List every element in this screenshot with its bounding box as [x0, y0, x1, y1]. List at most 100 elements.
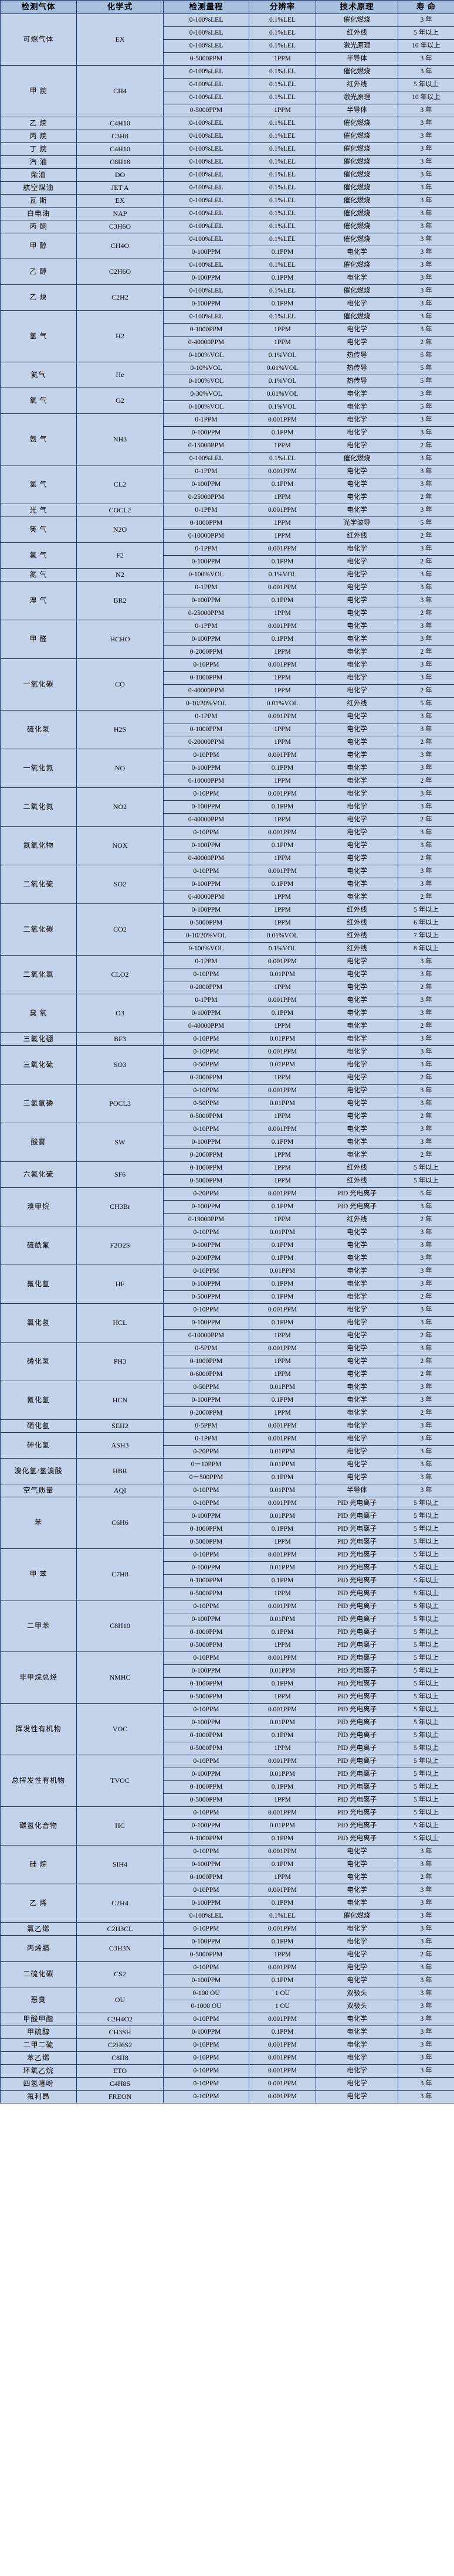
cell-chemical-formula: DO	[76, 168, 164, 182]
cell-chemical-formula: O2	[76, 388, 164, 414]
cell-chemical-formula: CH3SH	[76, 2026, 164, 2039]
cell-range: 0-10PPM	[163, 1084, 249, 1097]
cell-resolution: 0.1PPM	[249, 297, 316, 311]
cell-resolution: 0.1PPM	[249, 426, 316, 440]
cell-range: 0-1000PPM	[163, 1626, 249, 1639]
cell-range: 0-100%LEL	[163, 39, 249, 53]
table-row: 0-100PPM 0.1PPM 电化学 3 年	[1, 594, 454, 607]
cell-chemical-formula: C4H8S	[76, 2077, 164, 2091]
cell-resolution: 0.001PPM	[249, 1884, 316, 1897]
cell-resolution: 1PPM	[249, 1406, 316, 1420]
table-row: 硅 烷 SIH4 0-10PPM 0.001PPM 电化学 3 年	[0, 1845, 454, 1884]
cell-lifetime: 2 年	[398, 336, 454, 349]
cell-resolution: 0.1PPM	[249, 633, 316, 646]
table-row: 恶臭 OU 0-100 OU 1 OU 双极头 3 年	[0, 1987, 454, 2013]
cell-chemical-formula: TVOC	[76, 1755, 164, 1807]
cell-range: 0-100PPM	[163, 1664, 249, 1678]
cell-principle: 电化学	[316, 1226, 398, 1239]
cell-range: 0-1PPM	[163, 1432, 249, 1446]
cell-principle: 电化学	[316, 2090, 398, 2103]
cell-principle: 电化学	[316, 594, 398, 607]
cell-resolution: 0.001PPM	[249, 1084, 316, 1097]
cell-lifetime: 3 年	[398, 194, 454, 208]
cell-range: 0-20PPM	[163, 1187, 249, 1201]
cell-range: 0-100%LEL	[163, 130, 249, 143]
cell-principle: 电化学	[316, 865, 398, 878]
cell-resolution: 0.1%LEL	[249, 26, 316, 40]
table-row: 0-1000PPM 0.1PPM PID 光电离子 5 年以上	[1, 1729, 454, 1742]
cell-range: 0-10PPM	[163, 658, 249, 672]
cell-principle: 红外线	[316, 26, 398, 40]
cell-lifetime: 3 年	[398, 426, 454, 440]
cell-principle: PID 光电离子	[316, 1690, 398, 1704]
cell-gas-name: 丙烯腈	[0, 1935, 77, 1962]
cell-resolution: 0.1PPM	[249, 1200, 316, 1214]
cell-range: 0-2000PPM	[163, 1148, 249, 1162]
cell-principle: 电化学	[316, 400, 398, 414]
cell-resolution: 0.1PPM	[249, 839, 316, 852]
cell-lifetime: 3 年	[398, 1239, 454, 1252]
cell-principle: 催化燃烧	[316, 13, 398, 27]
cell-resolution: 0.1%LEL	[249, 39, 316, 53]
cell-resolution: 0.001PPM	[249, 1845, 316, 1858]
cell-resolution: 0.001PPM	[249, 994, 316, 1007]
cell-gas-name: 砷化氢	[0, 1432, 77, 1459]
cell-lifetime: 3 年	[398, 478, 454, 491]
cell-range: 0-100PPM	[163, 800, 249, 814]
cell-resolution: 1PPM	[249, 1148, 316, 1162]
cell-lifetime: 3 年	[398, 1974, 454, 1987]
cell-lifetime: 3 年	[398, 465, 454, 478]
table-row: 0-1000PPM 0.1PPM PID 光电离子 5 年以上	[1, 1626, 454, 1639]
cell-lifetime: 3 年	[398, 1961, 454, 1975]
cell-principle: 电化学	[316, 1355, 398, 1368]
cell-range: 0-10PPM	[163, 1961, 249, 1975]
cell-lifetime: 2 年	[398, 1406, 454, 1420]
cell-chemical-formula: SF6	[76, 1161, 164, 1188]
cell-range: 0-10000PPM	[163, 529, 249, 543]
cell-principle: 电化学	[316, 1935, 398, 1949]
cell-lifetime: 3 年	[398, 2000, 454, 2013]
cell-lifetime: 3 年	[398, 994, 454, 1007]
cell-resolution: 1PPM	[249, 1587, 316, 1600]
cell-resolution: 0.1PPM	[249, 1574, 316, 1588]
cell-gas-name: 环氧乙烷	[0, 2064, 77, 2078]
cell-resolution: 0.001PPM	[249, 620, 316, 633]
cell-gas-name: 六氟化硫	[0, 1161, 77, 1188]
cell-principle: 电化学	[316, 2077, 398, 2091]
table-row: 甲 烷 CH4 0-100%LEL 0.1%LEL 催化燃烧 3 年	[0, 65, 454, 117]
table-row: 0-1000PPM 0.1PPM PID 光电离子 5 年以上	[1, 1832, 454, 1846]
cell-lifetime: 3 年	[398, 271, 454, 285]
cell-resolution: 1PPM	[249, 104, 316, 117]
cell-range: 0-5000PPM	[163, 1174, 249, 1188]
cell-lifetime: 5 年以上	[398, 1677, 454, 1691]
cell-range: 0-100PPM	[163, 1716, 249, 1729]
cell-lifetime: 5 年以上	[398, 26, 454, 40]
cell-lifetime: 3 年	[398, 710, 454, 723]
cell-principle: 催化燃烧	[316, 168, 398, 182]
cell-lifetime: 5 年	[398, 349, 454, 362]
cell-range: 0-5000PPM	[163, 1948, 249, 1962]
cell-resolution: 0.1PPM	[249, 1136, 316, 1149]
cell-gas-name: 硫化氢	[0, 710, 77, 749]
cell-resolution: 0.1PPM	[249, 1252, 316, 1265]
table-row: 甲 醛 HCHO 0-1PPM 0.001PPM 电化学 3 年	[0, 620, 454, 659]
cell-range: 0-50PPM	[163, 1058, 249, 1072]
cell-principle: PID 光电离子	[316, 1716, 398, 1729]
cell-lifetime: 3 年	[398, 1987, 454, 2000]
cell-range: 0-10PPM	[163, 826, 249, 840]
cell-lifetime: 3 年	[398, 865, 454, 878]
cell-lifetime: 3 年	[398, 233, 454, 246]
cell-principle: 电化学	[316, 439, 398, 453]
cell-principle: 电化学	[316, 1342, 398, 1355]
cell-gas-name: 硒化氢	[0, 1419, 77, 1433]
table-row: 磷化氢 PH3 0-5PPM 0.001PPM 电化学 3 年	[0, 1342, 454, 1381]
cell-chemical-formula: C2H2	[76, 284, 164, 311]
cell-principle: 电化学	[316, 968, 398, 981]
cell-resolution: 0.01PPM	[249, 1819, 316, 1833]
cell-resolution: 0.1PPM	[249, 555, 316, 569]
cell-lifetime: 3 年	[398, 968, 454, 981]
cell-range: 0-100PPM	[163, 762, 249, 775]
cell-resolution: 1PPM	[249, 1213, 316, 1226]
cell-resolution: 0.001PPM	[249, 1045, 316, 1059]
cell-principle: PID 光电离子	[316, 1200, 398, 1214]
